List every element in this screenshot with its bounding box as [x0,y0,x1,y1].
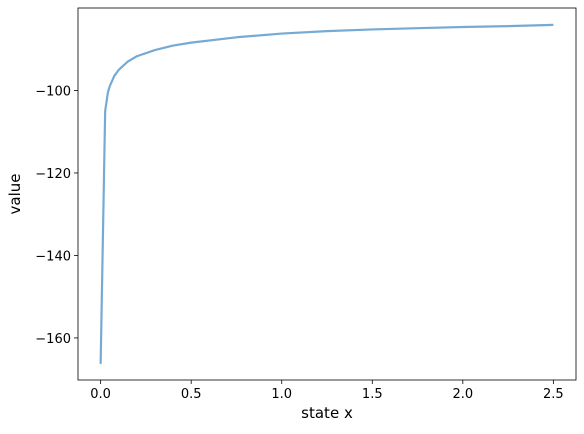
y-tick-label: −140 [35,249,71,264]
x-tick-label: 0.0 [90,387,111,402]
x-tick-label: 1.0 [271,387,292,402]
x-tick-label: 1.5 [362,387,383,402]
x-axis-label: state x [301,404,353,422]
plot-frame [77,7,577,381]
y-tick-label: −100 [35,84,71,99]
y-tick-label: −160 [35,332,71,347]
data-line [99,23,554,364]
y-tick-label: −120 [35,167,71,182]
x-tick-label: 0.5 [181,387,202,402]
x-tick-label: 2.0 [452,387,473,402]
y-axis-label: value [6,174,24,215]
x-tick-label: 2.5 [543,387,564,402]
